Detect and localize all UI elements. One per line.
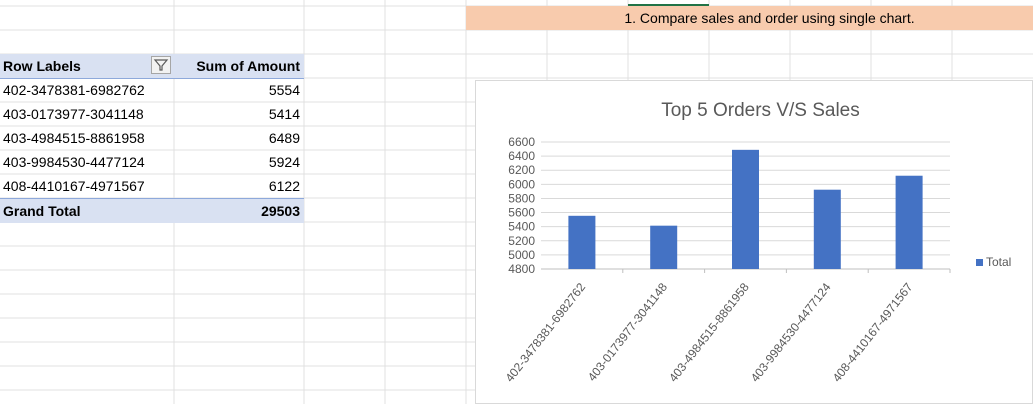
y-tick-label: 5000 bbox=[508, 248, 535, 262]
pivot-row-value: 6489 bbox=[268, 130, 300, 146]
y-tick-label: 5400 bbox=[508, 220, 535, 234]
pivot-row-label: 402-3478381-6982762 bbox=[3, 82, 145, 98]
pivot-row-label: 408-4410167-4971567 bbox=[3, 178, 145, 194]
pivot-header-row: Row Labels Sum of Amount bbox=[0, 54, 304, 79]
pivot-row[interactable]: 408-4410167-4971567 6122 bbox=[0, 174, 304, 198]
y-tick-label: 5600 bbox=[508, 206, 535, 220]
bar-408-4410167-4971567 bbox=[895, 175, 923, 269]
pivot-row-value: 5924 bbox=[268, 154, 300, 170]
pivot-row-value: 6122 bbox=[268, 178, 300, 194]
row-labels-header[interactable]: Row Labels bbox=[3, 58, 81, 74]
instruction-note: 1. Compare sales and order using single … bbox=[466, 6, 1033, 30]
pivot-row[interactable]: 402-3478381-6982762 5554 bbox=[0, 78, 304, 102]
chart-canvas: Top 5 Orders V/S Sales 480050005200540056… bbox=[502, 100, 1011, 385]
x-tick-label: 408-4410167-4971567 bbox=[830, 280, 916, 385]
y-tick-label: 6000 bbox=[508, 177, 535, 191]
bar-403-0173977-3041148 bbox=[650, 225, 678, 269]
pivot-row-value: 5414 bbox=[268, 106, 300, 122]
y-tick-label: 5200 bbox=[508, 234, 535, 248]
grand-total-value: 29503 bbox=[261, 203, 300, 219]
x-tick-label: 403-0173977-3041148 bbox=[585, 280, 670, 384]
pivot-row-label: 403-0173977-3041148 bbox=[3, 106, 144, 122]
pivot-row-label: 403-9984530-4477124 bbox=[3, 154, 145, 170]
pivot-row[interactable]: 403-9984530-4477124 5924 bbox=[0, 150, 304, 174]
x-tick-label: 403-4984515-8861958 bbox=[666, 280, 752, 385]
y-tick-label: 5800 bbox=[508, 191, 535, 205]
y-tick-label: 6400 bbox=[508, 149, 535, 163]
legend-label: Total bbox=[986, 255, 1011, 269]
sum-of-amount-header[interactable]: Sum of Amount bbox=[196, 58, 300, 74]
filter-dropdown-button[interactable] bbox=[151, 56, 171, 74]
pivot-row[interactable]: 403-4984515-8861958 6489 bbox=[0, 126, 304, 150]
grand-total-row[interactable]: Grand Total 29503 bbox=[0, 198, 304, 223]
y-tick-label: 6600 bbox=[508, 135, 535, 149]
bar-chart[interactable]: Top 5 Orders V/S Sales 4800 5000 5200 5400 56… bbox=[475, 80, 1033, 404]
grand-total-label: Grand Total bbox=[3, 203, 81, 219]
y-tick-label: 4800 bbox=[508, 262, 535, 276]
bar-403-4984515-8861958 bbox=[732, 149, 759, 269]
pivot-row-label: 403-4984515-8861958 bbox=[3, 130, 145, 146]
pivot-row-value: 5554 bbox=[268, 82, 300, 98]
bar-403-9984530-4477124 bbox=[813, 189, 841, 269]
x-tick-label: 403-9984530-4477124 bbox=[748, 280, 834, 385]
bar-402-3478381-6982762 bbox=[568, 215, 596, 269]
x-tick-label: 402-3478381-6982762 bbox=[502, 280, 588, 385]
filter-icon bbox=[153, 59, 169, 71]
y-tick-label: 6200 bbox=[508, 163, 535, 177]
pivot-row[interactable]: 403-0173977-3041148 5414 bbox=[0, 102, 304, 126]
legend-swatch bbox=[976, 259, 983, 266]
chart-title: Top 5 Orders V/S Sales bbox=[661, 100, 860, 121]
